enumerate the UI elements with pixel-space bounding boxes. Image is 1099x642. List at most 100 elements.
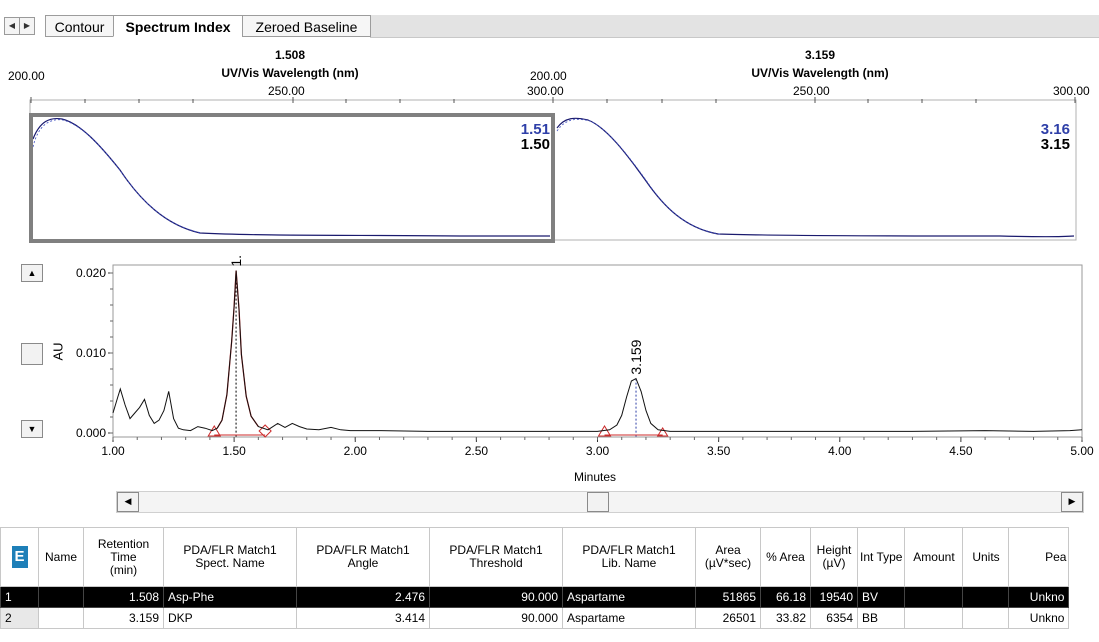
spectrum-1-tick-250: 250.00 [268,84,305,98]
tab-strip-background [370,15,1099,38]
spectrum-2-tick-300: 300.00 [1053,84,1090,98]
spectrum-1-curve [32,117,550,237]
x-tick-label: 3.00 [586,444,610,458]
cell-percent-area[interactable]: 33.82 [760,607,811,629]
col-header-height[interactable]: Height (µV) [810,527,858,587]
cell-height[interactable]: 6354 [810,607,858,629]
cell-retention-time[interactable]: 1.508 [83,586,164,608]
cell-amount[interactable] [904,607,964,629]
tab-contour[interactable]: Contour [45,15,114,37]
x-axis-label: Minutes [573,470,617,484]
col-header-amount[interactable]: Amount [904,527,964,587]
cell-peak-type[interactable]: Unkno [1008,607,1070,629]
spectrum-2-tick-250: 250.00 [793,84,830,98]
x-tick-label: 4.50 [949,444,973,458]
spectrum-1-reference-curve [32,119,203,234]
scroll-right-icon[interactable]: ▶ [1061,492,1083,512]
scroll-left-icon[interactable]: ◀ [117,492,139,512]
cell-angle[interactable]: 2.476 [296,586,430,608]
cell-retention-time[interactable]: 3.159 [83,607,164,629]
cell-height[interactable]: 19540 [810,586,858,608]
cell-name[interactable] [38,607,84,629]
col-header-angle[interactable]: PDA/FLR Match1 Angle [296,527,430,587]
peak-label: 1.508 [228,255,244,267]
spectrum-1-axis-title: UV/Vis Wavelength (nm) [221,66,359,80]
cell-name[interactable] [38,586,84,608]
x-tick-label: 4.00 [828,444,852,458]
tab-scroll-right-icon[interactable]: ▶ [19,17,35,35]
spectrum-1-match-bottom: 1.50 [520,136,550,153]
peak-table: E Name Retention Time (min) PDA/FLR Matc… [0,527,1070,629]
x-tick-label: 5.00 [1070,444,1094,458]
spectrum-2-reference-curve [556,119,721,235]
col-header-units[interactable]: Units [962,527,1010,587]
x-tick-label: 3.50 [707,444,731,458]
tab-zeroed-baseline[interactable]: Zeroed Baseline [242,15,371,37]
peak-start-marker [207,425,222,437]
spectrum-2-peak-label: 3.159 [804,48,836,62]
col-header-percent-area[interactable]: % Area [760,527,811,587]
cell-spect-name[interactable]: Asp-Phe [163,586,297,608]
peak-end-marker [258,424,272,438]
chromatogram-frame [112,264,1083,438]
vertical-scroll-thumb[interactable] [21,343,43,365]
cell-amount[interactable] [904,586,964,608]
table-row[interactable]: 2 3.159 DKP 3.414 90.000 Aspartame 26501… [0,607,1070,629]
col-header-area[interactable]: Area (µV*sec) [695,527,761,587]
scroll-up-icon[interactable]: ▲ [21,264,43,282]
tab-scroll-left-icon[interactable]: ◀ [4,17,20,35]
chromatogram-plot: 0.000 0.010 0.020 1.00 1.50 2.00 2.50 3.00 3.50… [76,255,1094,458]
y-tick-label: 0.010 [76,346,106,360]
cell-int-type[interactable]: BV [856,586,906,608]
spectrum-1-tick-200: 200.00 [8,69,45,83]
spectrum-1-match-top: 1.51 [520,121,550,138]
row-index[interactable]: 2 [0,607,39,629]
cell-lib-name[interactable]: Aspartame [562,586,696,608]
cell-threshold[interactable]: 90.000 [429,607,563,629]
table-row[interactable]: 1 1.508 Asp-Phe 2.476 90.000 Aspartame 5… [0,586,1070,608]
row-index[interactable]: 1 [0,586,39,608]
col-header-peak[interactable]: Pea [1008,527,1070,587]
y-tick-label: 0.000 [76,426,106,440]
cell-area[interactable]: 26501 [695,607,761,629]
cell-units[interactable] [962,607,1010,629]
y-axis-ticks: 0.000 0.010 0.020 [76,266,113,440]
spectrum-2-match-bottom: 3.15 [1040,136,1070,153]
cell-int-type[interactable]: BB [856,607,906,629]
spectrum-1-selection-box [29,113,555,243]
x-tick-label: 1.00 [101,444,125,458]
spectrum-2-match-top: 3.16 [1040,121,1070,138]
spectrum-2-curve [556,117,1075,238]
scroll-down-icon[interactable]: ▼ [21,420,43,438]
spectrum-1-peak-label: 1.508 [274,48,306,62]
peak-label: 3.159 [628,339,644,374]
x-axis-ticks: 1.00 1.50 2.00 2.50 3.00 3.50 4.00 4.50 5.00 [101,437,1094,458]
x-tick-label: 2.00 [344,444,368,458]
x-tick-label: 1.50 [222,444,246,458]
cell-units[interactable] [962,586,1010,608]
col-header-spect-name[interactable]: PDA/FLR Match1 Spect. Name [163,527,297,587]
spectrum-top-ticks [30,97,1076,103]
cell-angle[interactable]: 3.414 [296,607,430,629]
table-header-row: E Name Retention Time (min) PDA/FLR Matc… [0,527,1070,587]
cell-area[interactable]: 51865 [695,586,761,608]
col-header-retention-time[interactable]: Retention Time (min) [83,527,164,587]
col-header-threshold[interactable]: PDA/FLR Match1 Threshold [429,527,563,587]
col-header-int-type[interactable]: Int Type [856,527,906,587]
spectrum-2-axis-title: UV/Vis Wavelength (nm) [751,66,889,80]
tab-spectrum-index[interactable]: Spectrum Index [113,15,243,37]
spectrum-2-tick-200: 200.00 [530,69,567,83]
table-corner-icon[interactable]: E [0,527,39,587]
cell-threshold[interactable]: 90.000 [429,586,563,608]
horizontal-scroll-thumb[interactable] [587,492,609,512]
col-header-name[interactable]: Name [38,527,84,587]
y-tick-label: 0.020 [76,266,106,280]
x-tick-label: 2.50 [465,444,489,458]
chromatogram-trace [112,270,1083,432]
col-header-lib-name[interactable]: PDA/FLR Match1 Lib. Name [562,527,696,587]
cell-lib-name[interactable]: Aspartame [562,607,696,629]
cell-peak-type[interactable]: Unkno [1008,586,1070,608]
spectrum-plots [29,97,1077,243]
cell-percent-area[interactable]: 66.18 [760,586,811,608]
cell-spect-name[interactable]: DKP [163,607,297,629]
